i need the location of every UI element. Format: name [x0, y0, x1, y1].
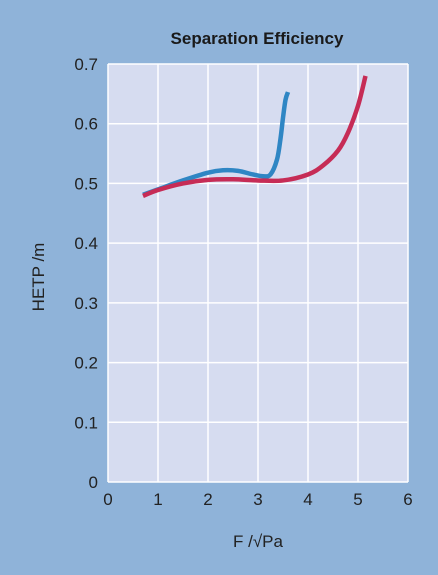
- x-tick-label: 2: [203, 490, 212, 509]
- x-tick-label: 1: [153, 490, 162, 509]
- y-tick-labels: 0 0.1 0.2 0.3 0.4 0.5 0.6 0.7: [74, 55, 98, 492]
- x-tick-label: 6: [403, 490, 412, 509]
- y-tick-label: 0.3: [74, 294, 98, 313]
- y-tick-label: 0.1: [74, 413, 98, 432]
- x-tick-labels: 0 1 2 3 4 5 6: [103, 490, 412, 509]
- y-tick-label: 0.4: [74, 234, 98, 253]
- grid: [107, 63, 409, 483]
- y-tick-label: 0.6: [74, 115, 98, 134]
- x-tick-label: 5: [353, 490, 362, 509]
- x-axis-title: F /√Pa: [233, 532, 283, 551]
- chart-title: Separation Efficiency: [171, 29, 344, 48]
- x-tick-label: 0: [103, 490, 112, 509]
- y-tick-label: 0: [89, 473, 98, 492]
- series-line-2: [142, 75, 368, 199]
- y-axis-title: HETP /m: [29, 243, 48, 312]
- series-layer: [142, 75, 368, 199]
- x-tick-label: 4: [303, 490, 312, 509]
- y-tick-label: 0.5: [74, 174, 98, 193]
- y-tick-label: 0.2: [74, 354, 98, 373]
- y-tick-label: 0.7: [74, 55, 98, 74]
- x-tick-label: 3: [253, 490, 262, 509]
- series-line-1: [142, 91, 291, 197]
